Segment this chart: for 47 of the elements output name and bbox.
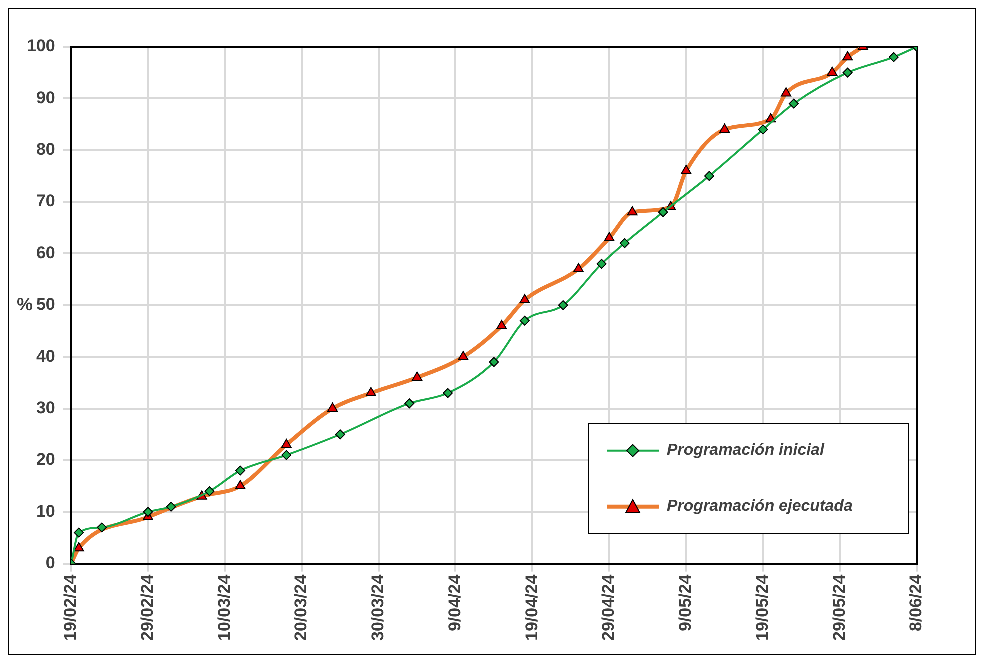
- x-tick-label: 10/03/24: [214, 574, 234, 642]
- point: [758, 124, 768, 135]
- y-tick-label: 90: [36, 88, 56, 108]
- x-tick-label: 8/06/24: [906, 574, 926, 632]
- x-tick-label: 19/02/24: [61, 574, 80, 642]
- point: [704, 171, 714, 182]
- point: [97, 522, 108, 533]
- y-tick-label: 70: [36, 192, 56, 211]
- point: [658, 207, 668, 218]
- point: [888, 52, 899, 62]
- y-tick-label: 40: [36, 346, 56, 366]
- point: [558, 300, 568, 310]
- x-tick-label: 30/03/24: [368, 574, 388, 642]
- point: [166, 502, 176, 512]
- x-tick-label: 9/05/24: [676, 574, 696, 632]
- point: [404, 398, 415, 409]
- y-tick-label: 50: [36, 295, 56, 314]
- x-tick-label: 29/04/24: [599, 574, 618, 642]
- point: [620, 238, 630, 248]
- y-tick-label: 80: [36, 140, 56, 160]
- point: [235, 466, 246, 476]
- y-tick-label: 0: [46, 554, 56, 573]
- y-tick-label: 10: [36, 502, 56, 521]
- y-tick-label: 100: [26, 36, 56, 56]
- point: [282, 450, 292, 460]
- y-axis-title: %: [17, 294, 34, 314]
- point: [842, 68, 853, 78]
- point: [489, 357, 500, 368]
- point: [143, 507, 154, 518]
- legend-label: Programación inicial: [667, 442, 825, 460]
- point: [74, 528, 84, 538]
- point: [204, 486, 215, 496]
- point: [596, 259, 607, 270]
- point: [789, 98, 799, 109]
- y-tick-label: 30: [36, 398, 56, 418]
- x-tick-label: 20/03/24: [292, 574, 311, 642]
- y-tick-label: 20: [36, 450, 56, 470]
- point: [520, 316, 530, 326]
- point: [335, 430, 346, 440]
- x-tick-label: 9/04/24: [445, 574, 464, 632]
- point: [443, 388, 454, 398]
- y-tick-label: 60: [36, 243, 56, 262]
- x-tick-label: 29/02/24: [138, 574, 157, 642]
- x-tick-label: 19/04/24: [522, 574, 542, 642]
- x-tick-label: 19/05/24: [752, 574, 772, 642]
- legend-label: Programación ejecutada: [667, 498, 853, 516]
- x-tick-label: 29/05/24: [830, 574, 849, 642]
